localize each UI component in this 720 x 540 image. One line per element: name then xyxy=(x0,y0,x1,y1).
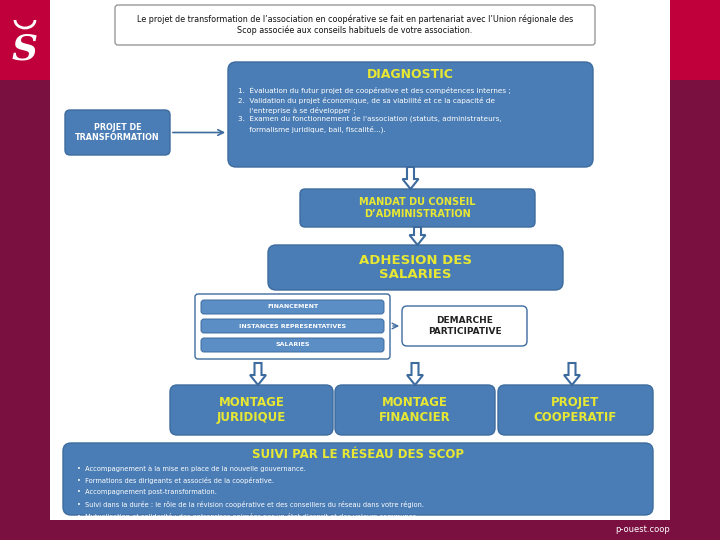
Bar xyxy=(670,0,720,80)
Text: MONTAGE
JURIDIQUE: MONTAGE JURIDIQUE xyxy=(217,396,286,424)
FancyBboxPatch shape xyxy=(201,338,384,352)
FancyBboxPatch shape xyxy=(170,385,333,435)
Bar xyxy=(0,520,720,540)
Text: p-ouest.coop: p-ouest.coop xyxy=(615,525,670,535)
Text: MONTAGE
FINANCIER: MONTAGE FINANCIER xyxy=(379,396,451,424)
Text: •  Suivi dans la durée : le rôle de la révision coopérative et des conseillers d: • Suivi dans la durée : le rôle de la ré… xyxy=(77,501,424,508)
FancyBboxPatch shape xyxy=(268,245,563,290)
FancyBboxPatch shape xyxy=(228,62,593,167)
Text: MANDAT DU CONSEIL
D’ADMINISTRATION: MANDAT DU CONSEIL D’ADMINISTRATION xyxy=(359,197,476,219)
Text: SUIVI PAR LE RÉSEAU DES SCOP: SUIVI PAR LE RÉSEAU DES SCOP xyxy=(252,448,464,461)
Polygon shape xyxy=(250,363,266,385)
Bar xyxy=(50,0,670,520)
Text: •  Accompagnement post-transformation.: • Accompagnement post-transformation. xyxy=(77,489,217,495)
Polygon shape xyxy=(410,227,426,245)
Text: DEMARCHE
PARTICIPATIVE: DEMARCHE PARTICIPATIVE xyxy=(428,316,501,336)
FancyBboxPatch shape xyxy=(115,5,595,45)
Text: FINANCEMENT: FINANCEMENT xyxy=(267,305,318,309)
Text: •  Mutualisation et solidarité : des entreprises animées par un état d’esprit et: • Mutualisation et solidarité : des entr… xyxy=(77,513,418,520)
Polygon shape xyxy=(402,167,418,189)
FancyBboxPatch shape xyxy=(201,300,384,314)
Polygon shape xyxy=(407,363,423,385)
Text: 1.  Évaluation du futur projet de coopérative et des compétences internes ;
2.  : 1. Évaluation du futur projet de coopéra… xyxy=(238,86,510,133)
Text: INSTANCES REPRESENTATIVES: INSTANCES REPRESENTATIVES xyxy=(239,323,346,328)
Text: ADHESION DES
SALARIES: ADHESION DES SALARIES xyxy=(359,253,472,281)
FancyBboxPatch shape xyxy=(498,385,653,435)
FancyBboxPatch shape xyxy=(402,306,527,346)
Text: •  Formations des dirigeants et associés de la coopérative.: • Formations des dirigeants et associés … xyxy=(77,477,274,484)
Text: DIAGNOSTIC: DIAGNOSTIC xyxy=(367,68,454,80)
Text: PROJET
COOPERATIF: PROJET COOPERATIF xyxy=(534,396,617,424)
Text: PROJET DE
TRANSFORMATION: PROJET DE TRANSFORMATION xyxy=(75,123,160,142)
Bar xyxy=(0,0,50,80)
FancyBboxPatch shape xyxy=(63,443,653,515)
Polygon shape xyxy=(564,363,580,385)
Bar xyxy=(670,0,720,540)
FancyBboxPatch shape xyxy=(65,110,170,155)
Text: Le projet de transformation de l’association en coopérative se fait en partenari: Le projet de transformation de l’associa… xyxy=(137,15,573,35)
Text: S: S xyxy=(12,33,38,67)
Text: •  Accompagnement à la mise en place de la nouvelle gouvernance.: • Accompagnement à la mise en place de l… xyxy=(77,465,306,471)
FancyBboxPatch shape xyxy=(300,189,535,227)
FancyBboxPatch shape xyxy=(201,319,384,333)
FancyBboxPatch shape xyxy=(335,385,495,435)
Text: SALARIES: SALARIES xyxy=(275,342,310,348)
Circle shape xyxy=(13,8,37,32)
FancyBboxPatch shape xyxy=(195,294,390,359)
Bar xyxy=(0,0,50,540)
